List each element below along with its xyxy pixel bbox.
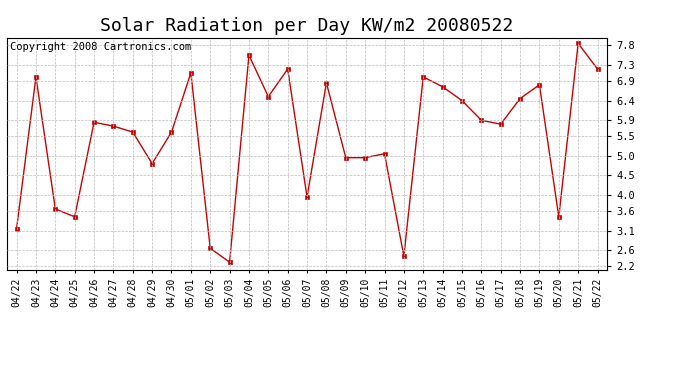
Title: Solar Radiation per Day KW/m2 20080522: Solar Radiation per Day KW/m2 20080522 — [101, 16, 513, 34]
Text: Copyright 2008 Cartronics.com: Copyright 2008 Cartronics.com — [10, 42, 191, 52]
